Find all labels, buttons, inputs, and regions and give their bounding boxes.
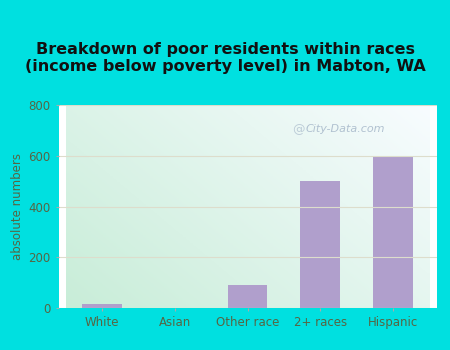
Text: @: @ [292,123,305,136]
Bar [82,304,122,308]
Y-axis label: absolute numbers: absolute numbers [11,153,24,260]
Bar [228,285,267,308]
Bar [373,156,413,308]
Text: Breakdown of poor residents within races
(income below poverty level) in Mabton,: Breakdown of poor residents within races… [25,42,425,75]
Bar [300,181,340,308]
Text: City-Data.com: City-Data.com [306,124,386,134]
